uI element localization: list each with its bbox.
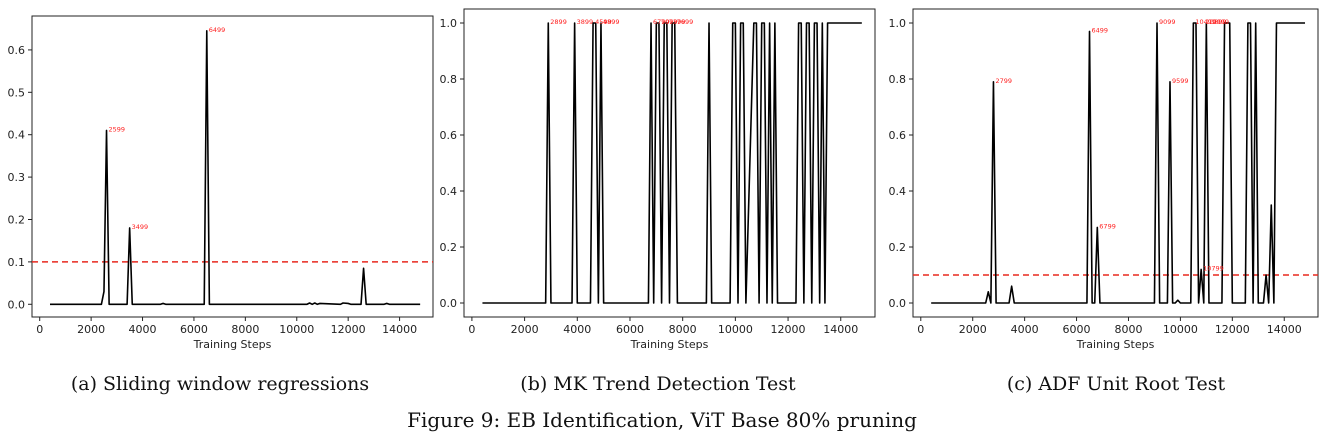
x-tick-label: 12000	[331, 323, 366, 336]
x-tick-label: 14000	[1267, 323, 1302, 336]
x-tick-label: 0	[468, 323, 475, 336]
peak-annotation: 9099	[1159, 18, 1176, 26]
peak-annotation: 7099	[661, 18, 678, 26]
x-tick-label: 10000	[279, 323, 314, 336]
subfigure-caption: (c) ADF Unit Root Test	[1007, 373, 1226, 395]
figure-caption: Figure 9: EB Identification, ViT Base 80…	[407, 408, 917, 432]
x-tick-label: 0	[36, 323, 43, 336]
x-tick-label: 2000	[959, 323, 987, 336]
peak-annotation: 9599	[1172, 77, 1189, 85]
subfigure-caption: (b) MK Trend Detection Test	[520, 373, 796, 395]
y-tick-label: 0.2	[8, 213, 26, 226]
x-tick-label: 0	[917, 323, 924, 336]
x-tick-label: 14000	[823, 323, 858, 336]
y-tick-label: 0.1	[8, 256, 26, 269]
x-tick-label: 12000	[771, 323, 806, 336]
peak-annotation: 7699	[677, 18, 694, 26]
x-axis-label: Training Steps	[193, 338, 272, 351]
peak-annotation: 2599	[109, 125, 126, 133]
peak-annotation: 4599	[595, 18, 612, 26]
y-tick-label: 0.0	[8, 298, 26, 311]
x-tick-label: 4000	[129, 323, 157, 336]
x-tick-label: 4000	[1011, 323, 1039, 336]
y-tick-label: 1.0	[440, 17, 458, 30]
y-tick-label: 0.4	[889, 185, 907, 198]
chart-panel-2: 0 2000 4000 6000 8000 10000 12000 14000 0.0 0.2 0.…	[440, 8, 876, 395]
x-axis-label: Training Steps	[1076, 338, 1155, 351]
peak-annotation: 7399	[669, 18, 686, 26]
x-tick-label: 6000	[616, 323, 644, 336]
peak-annotation: 2799	[995, 77, 1012, 85]
y-tick-label: 0.6	[8, 44, 26, 57]
series-line	[482, 22, 862, 304]
peak-annotation: 2899	[550, 18, 567, 26]
y-tick-label: 0.0	[889, 297, 907, 310]
x-tick-label: 10000	[1163, 323, 1198, 336]
peak-annotation: 6799	[653, 18, 670, 26]
y-tick-label: 0.8	[889, 73, 907, 86]
peak-annotation: 10999	[1208, 18, 1229, 26]
y-tick-label: 0.0	[440, 297, 458, 310]
y-tick-label: 0.6	[440, 129, 458, 142]
x-tick-label: 10000	[718, 323, 753, 336]
x-tick-label: 6000	[180, 323, 208, 336]
x-tick-label: 4000	[563, 323, 591, 336]
x-tick-label: 8000	[231, 323, 259, 336]
peak-annotation: 6799	[1099, 222, 1116, 230]
peak-annotation: 10799	[1203, 264, 1224, 272]
y-tick-label: 0.2	[889, 241, 907, 254]
peak-annotation: 10899	[1206, 18, 1227, 26]
y-tick-label: 0.4	[440, 185, 458, 198]
plot-frame	[31, 15, 434, 318]
plot-frame	[463, 8, 876, 318]
x-tick-label: 2000	[511, 323, 539, 336]
peak-annotation: 3499	[132, 223, 149, 231]
x-axis-label: Training Steps	[630, 338, 709, 351]
x-tick-label: 12000	[1215, 323, 1250, 336]
plot-frame	[912, 8, 1319, 318]
x-tick-label: 8000	[669, 323, 697, 336]
series-line	[931, 22, 1306, 304]
y-tick-label: 1.0	[889, 17, 907, 30]
y-tick-label: 0.3	[8, 171, 26, 184]
peak-annotation: 6499	[1092, 26, 1109, 34]
x-tick-label: 6000	[1063, 323, 1091, 336]
y-tick-label: 0.8	[440, 73, 458, 86]
y-tick-label: 0.6	[889, 129, 907, 142]
peak-annotation: 4899	[603, 18, 620, 26]
x-tick-label: 14000	[382, 323, 417, 336]
y-tick-label: 0.2	[440, 241, 458, 254]
chart-panel-1: 0 2000 4000 6000 8000 10000 12000 14000 0.0 0.1 0.…	[8, 15, 434, 395]
y-tick-label: 0.5	[8, 86, 26, 99]
peak-annotation: 6499	[209, 26, 226, 34]
x-tick-label: 8000	[1114, 323, 1142, 336]
peak-annotation: 10499	[1195, 18, 1216, 26]
chart-panel-3: 0 2000 4000 6000 8000 10000 12000 14000 0.0 0.2 0.…	[889, 8, 1319, 395]
x-tick-label: 2000	[77, 323, 105, 336]
subfigure-caption: (a) Sliding window regressions	[71, 373, 369, 395]
peak-annotation: 3899	[577, 18, 594, 26]
series-line	[49, 30, 421, 306]
y-tick-label: 0.4	[8, 129, 26, 142]
